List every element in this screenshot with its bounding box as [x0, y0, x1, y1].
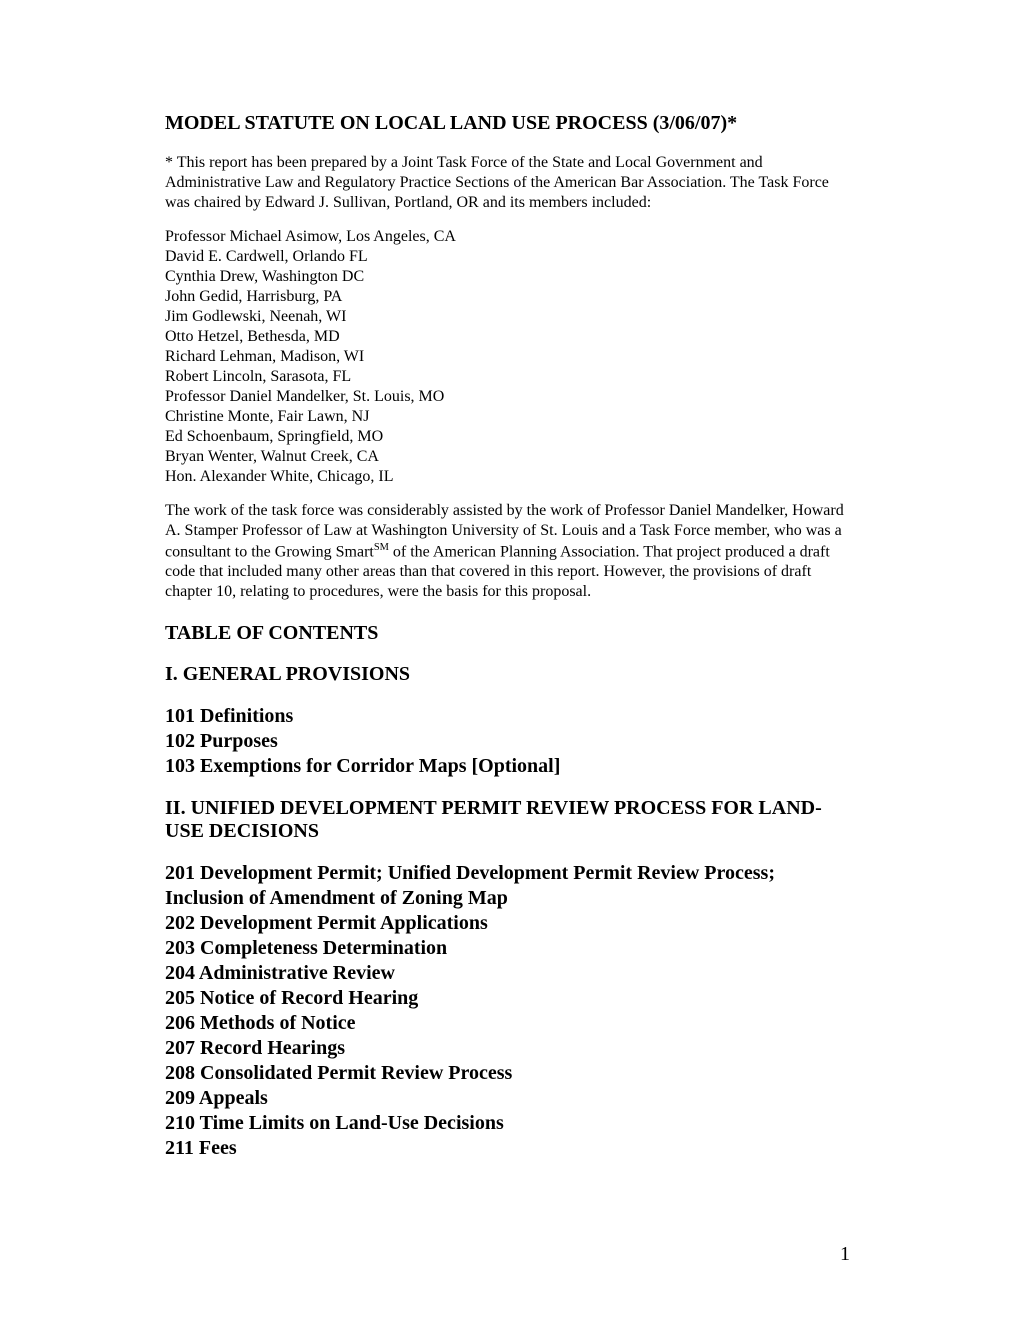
- member-item: David E. Cardwell, Orlando FL: [165, 247, 855, 267]
- member-item: Hon. Alexander White, Chicago, IL: [165, 467, 855, 487]
- toc-item: 101 Definitions: [165, 704, 855, 729]
- toc-item: 207 Record Hearings: [165, 1036, 855, 1061]
- member-item: Jim Godlewski, Neenah, WI: [165, 307, 855, 327]
- page-number: 1: [840, 1243, 850, 1266]
- member-item: Professor Michael Asimow, Los Angeles, C…: [165, 227, 855, 247]
- toc-item: 202 Development Permit Applications: [165, 911, 855, 936]
- task-force-members: Professor Michael Asimow, Los Angeles, C…: [165, 227, 855, 487]
- member-item: Christine Monte, Fair Lawn, NJ: [165, 407, 855, 427]
- member-item: Cynthia Drew, Washington DC: [165, 267, 855, 287]
- toc-item: 201 Development Permit; Unified Developm…: [165, 861, 855, 911]
- toc-item: 205 Notice of Record Hearing: [165, 986, 855, 1011]
- toc-item: 204 Administrative Review: [165, 961, 855, 986]
- section-2-items: 201 Development Permit; Unified Developm…: [165, 861, 855, 1161]
- toc-item: 102 Purposes: [165, 729, 855, 754]
- member-item: Bryan Wenter, Walnut Creek, CA: [165, 447, 855, 467]
- document-title: MODEL STATUTE ON LOCAL LAND USE PROCESS …: [165, 112, 855, 135]
- section-1-items: 101 Definitions 102 Purposes 103 Exempti…: [165, 704, 855, 779]
- table-of-contents-heading: TABLE OF CONTENTS: [165, 622, 855, 645]
- member-item: Robert Lincoln, Sarasota, FL: [165, 367, 855, 387]
- member-item: Otto Hetzel, Bethesda, MD: [165, 327, 855, 347]
- toc-item: 211 Fees: [165, 1136, 855, 1161]
- footnote-paragraph: * This report has been prepared by a Joi…: [165, 153, 855, 213]
- toc-item: 210 Time Limits on Land-Use Decisions: [165, 1111, 855, 1136]
- toc-item: 209 Appeals: [165, 1086, 855, 1111]
- document-page: MODEL STATUTE ON LOCAL LAND USE PROCESS …: [0, 0, 1020, 1320]
- member-item: John Gedid, Harrisburg, PA: [165, 287, 855, 307]
- assistance-paragraph: The work of the task force was considera…: [165, 501, 855, 602]
- toc-item: 103 Exemptions for Corridor Maps [Option…: [165, 754, 855, 779]
- member-item: Professor Daniel Mandelker, St. Louis, M…: [165, 387, 855, 407]
- toc-item: 208 Consolidated Permit Review Process: [165, 1061, 855, 1086]
- toc-item: 203 Completeness Determination: [165, 936, 855, 961]
- toc-item: 206 Methods of Notice: [165, 1011, 855, 1036]
- member-item: Ed Schoenbaum, Springfield, MO: [165, 427, 855, 447]
- section-1-heading: I. GENERAL PROVISIONS: [165, 663, 855, 686]
- member-item: Richard Lehman, Madison, WI: [165, 347, 855, 367]
- growing-smart-sm: SM: [374, 542, 389, 553]
- section-2-heading: II. UNIFIED DEVELOPMENT PERMIT REVIEW PR…: [165, 797, 855, 843]
